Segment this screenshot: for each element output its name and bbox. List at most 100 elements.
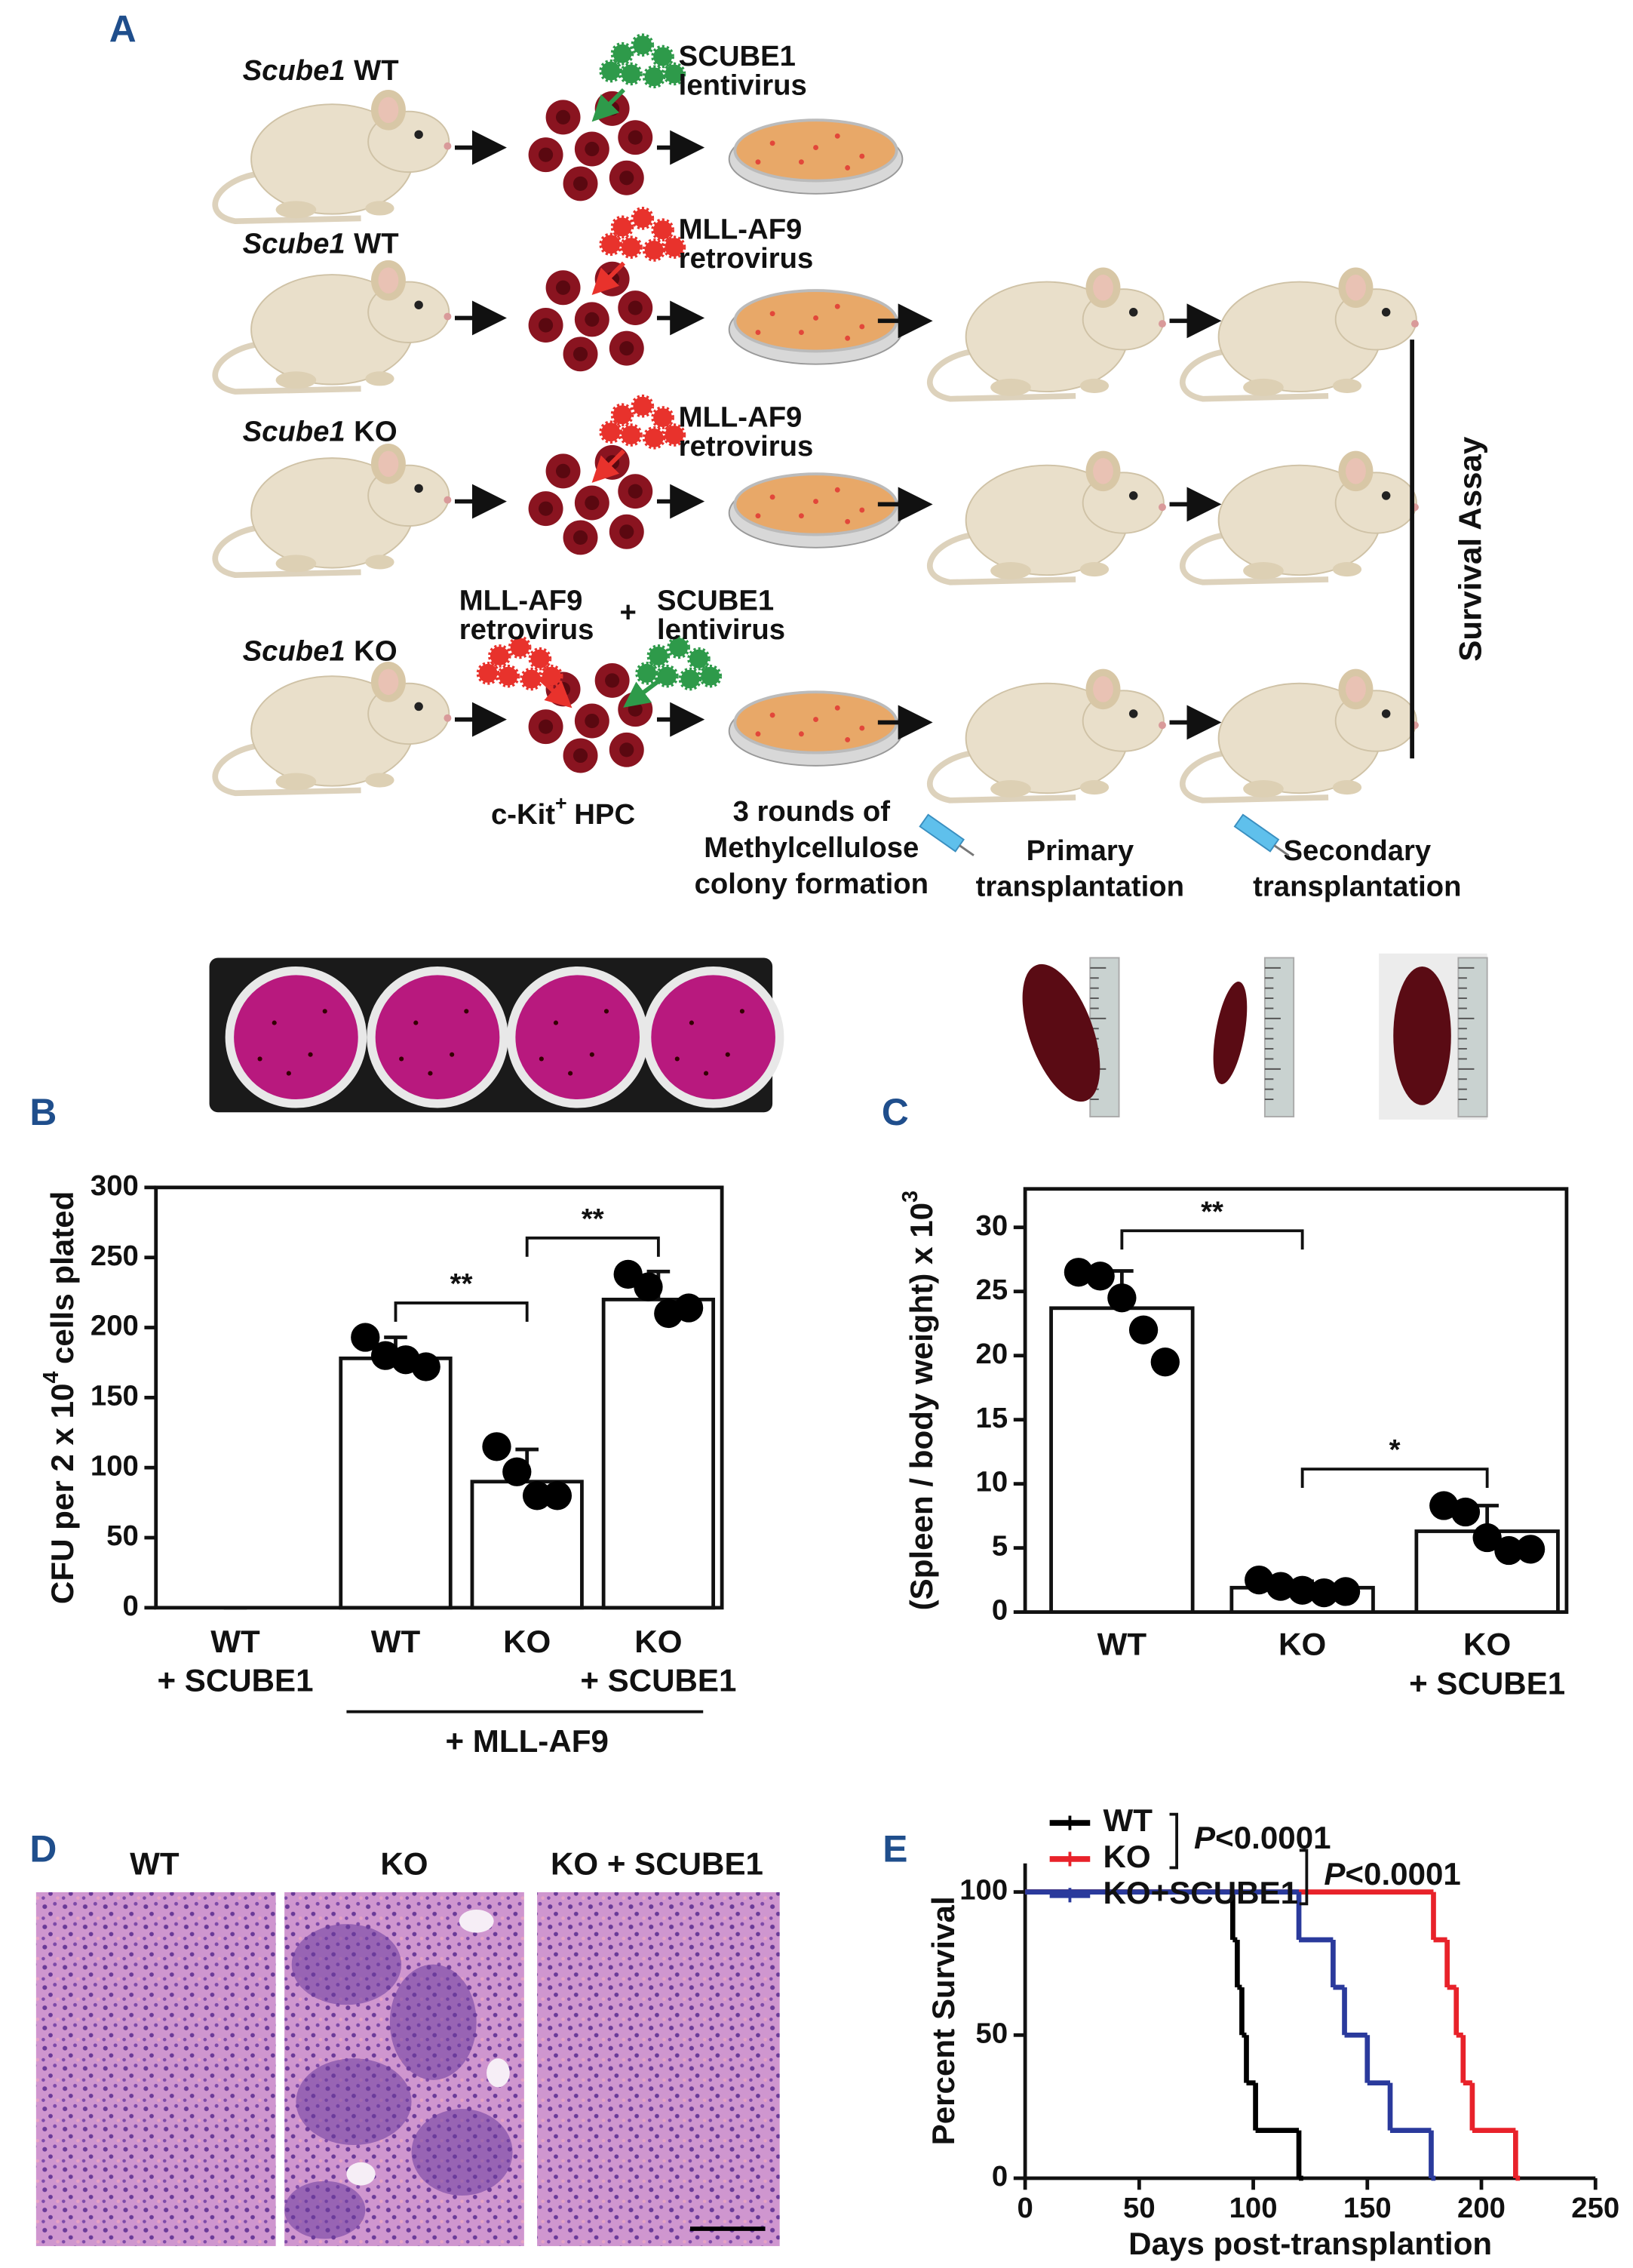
row-label: Scube1 KO <box>243 635 398 668</box>
colony <box>813 145 818 151</box>
cell-core <box>555 280 571 295</box>
y-axis-label-part: 4 <box>38 1372 63 1384</box>
mouse-eye <box>1381 491 1391 500</box>
y-tick-label: 15 <box>976 1402 1008 1434</box>
hpc-rest: HPC <box>574 798 635 831</box>
colony <box>845 164 851 171</box>
colony <box>769 140 775 146</box>
cell-core <box>619 341 634 356</box>
virus <box>599 232 623 257</box>
mouse-eye <box>1128 709 1138 718</box>
mouse-nose <box>1410 320 1419 328</box>
mouse-eye <box>414 130 423 140</box>
x-tick-label: KO <box>1278 1627 1326 1662</box>
colony <box>845 518 851 524</box>
step-label: transplantation <box>1253 871 1461 903</box>
colony <box>798 330 804 336</box>
mouse-tail <box>212 524 361 579</box>
significance-label: ** <box>450 1268 473 1300</box>
syringe <box>1233 813 1290 856</box>
colony-dot <box>308 1052 313 1057</box>
y-tick-label: 10 <box>976 1466 1008 1498</box>
y-axis-label-part: 3 <box>898 1191 922 1203</box>
x-tick-label: + SCUBE1 <box>157 1663 313 1698</box>
mouse-leg <box>275 555 317 573</box>
x-tick-label: KO <box>1463 1627 1511 1662</box>
virus <box>619 62 643 86</box>
virus <box>610 403 634 427</box>
mouse-ear-inner <box>1346 275 1366 301</box>
mouse-eye <box>1128 308 1138 317</box>
x-tick-label: 150 <box>1343 2192 1392 2224</box>
cell-core <box>619 171 634 186</box>
colony-dot <box>553 1020 559 1025</box>
well <box>506 966 649 1108</box>
mouse-leg <box>1079 561 1110 577</box>
legend-label: WT <box>1103 1802 1153 1838</box>
colony-dot <box>450 1052 455 1057</box>
p-text: <0.0001 <box>1345 1856 1460 1892</box>
virus <box>651 45 674 69</box>
significance-bracket <box>394 1301 529 1322</box>
virus <box>651 406 674 429</box>
colony <box>859 324 865 330</box>
row-label: Scube1 WT <box>243 228 399 260</box>
cell-core <box>619 524 634 539</box>
colony <box>769 311 775 317</box>
cell-core <box>555 463 571 478</box>
panel-label: A <box>109 8 137 51</box>
colony <box>845 736 851 742</box>
dish-medium <box>733 118 898 183</box>
bar <box>339 1356 453 1610</box>
x-tick-label: + SCUBE1 <box>1409 1665 1565 1701</box>
cell-core <box>619 742 634 758</box>
mouse-eye <box>414 702 423 711</box>
plus-sign: + <box>620 596 637 628</box>
syringe <box>919 813 975 856</box>
lymph-nodule <box>284 2180 366 2239</box>
data-point <box>1128 1315 1159 1345</box>
virus <box>619 423 643 447</box>
virus <box>642 65 666 89</box>
mouse-tail <box>212 341 361 395</box>
cell-core <box>628 130 643 145</box>
data-point <box>634 1272 663 1301</box>
y-tick-label: 100 <box>959 1874 1008 1907</box>
colony-dot <box>603 1009 609 1014</box>
mouse-leg <box>365 773 394 788</box>
gene-name: Scube1 <box>243 635 345 668</box>
virus-arrow <box>623 677 663 708</box>
y-axis-label-part: CFU per 2 x 10 <box>45 1384 80 1605</box>
cell-core <box>585 713 600 729</box>
virus <box>651 218 674 242</box>
virus-label: lentivirus <box>679 69 807 101</box>
mouse-eye <box>414 300 423 309</box>
mouse-ear-inner <box>1346 458 1366 484</box>
well <box>642 966 784 1108</box>
x-tick-label: WT <box>210 1624 260 1659</box>
histology-image <box>35 1892 276 2246</box>
data-point <box>482 1432 511 1461</box>
mouse-tail <box>927 749 1076 804</box>
data-point <box>1331 1577 1361 1606</box>
colony-dot <box>322 1009 327 1014</box>
virus-arrow <box>536 675 572 708</box>
y-tick-label: 0 <box>992 2160 1008 2193</box>
x-tick-label: 50 <box>1123 2192 1156 2224</box>
y-tick-label: 200 <box>91 1310 139 1342</box>
spleen <box>1022 963 1100 1102</box>
data-point <box>1450 1497 1481 1527</box>
well <box>225 966 367 1108</box>
y-tick-label: 25 <box>976 1274 1008 1306</box>
row-label: Scube1 KO <box>243 416 398 448</box>
significance-bracket <box>525 1236 660 1257</box>
colony <box>755 731 761 737</box>
cell-core <box>585 312 600 327</box>
colony-dot <box>257 1056 262 1062</box>
virus <box>496 664 520 688</box>
data-point <box>1266 1572 1296 1601</box>
mouse <box>1180 668 1419 804</box>
group-label: + MLL-AF9 <box>446 1723 609 1759</box>
hpc-text: c-Kit <box>491 798 555 831</box>
